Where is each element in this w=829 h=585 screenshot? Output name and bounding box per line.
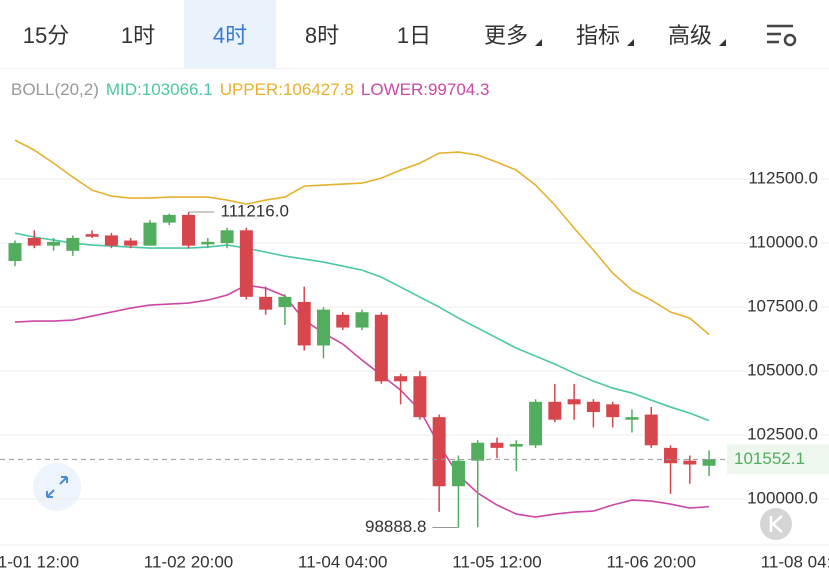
indicator-name: BOLL(20,2) (11, 80, 99, 99)
x-tick-label: 11-02 20:00 (144, 552, 233, 571)
candle-body (548, 401, 562, 420)
y-tick-label: 110000.0 (748, 233, 818, 252)
candle-body (606, 404, 620, 418)
tab[interactable]: 更多 (460, 0, 552, 68)
candle-body (182, 214, 196, 246)
candle-body (451, 460, 465, 487)
candle-body (220, 230, 234, 244)
candle-body (394, 376, 408, 382)
kline-button[interactable] (760, 508, 792, 540)
candle-body (162, 214, 176, 223)
candle-body (625, 417, 639, 420)
x-tick-label: 11-05 12:00 (452, 552, 541, 571)
y-tick-label: 112500.0 (748, 169, 818, 188)
x-tick-label: 11-04 04:00 (298, 552, 387, 571)
candle-body (471, 442, 485, 461)
candle-body (124, 240, 138, 246)
tab[interactable]: 高级 (644, 0, 736, 68)
tab[interactable]: 15分 (22, 23, 70, 48)
candle-body (316, 309, 330, 346)
candle-body (8, 243, 22, 262)
x-tick-label: 11-06 20:00 (606, 552, 695, 571)
candle-body (47, 241, 61, 246)
indicator-legend: BOLL(20,2) MID:103066.1 UPPER:106427.8 LOWE… (11, 80, 489, 100)
candle-body (104, 235, 118, 246)
candle-body (27, 237, 41, 246)
candle-body (529, 401, 543, 446)
tab[interactable]: 4时 (184, 0, 276, 68)
tab[interactable]: 8时 (304, 23, 340, 48)
candle-body (567, 399, 581, 405)
candle-body (509, 444, 523, 447)
candle-body (259, 296, 273, 310)
legend-entry: UPPER:106427.8 (219, 80, 354, 99)
last-price-box (727, 444, 829, 475)
settings-icon[interactable] (767, 24, 797, 47)
y-tick-label: 102500.0 (747, 425, 818, 444)
candle-body (683, 460, 697, 465)
candle-body (664, 447, 678, 464)
candle-body (297, 301, 311, 346)
candle-body (432, 417, 446, 487)
candle-body (413, 376, 427, 418)
y-tick-label: 107500.0 (747, 297, 818, 316)
legend-entry: LOWER:99704.3 (360, 80, 490, 99)
candle-body (490, 442, 504, 448)
x-tick-label: 11-08 04:00 (761, 552, 829, 571)
tab[interactable]: 1时 (120, 23, 156, 48)
high-marker-label: 111216.0 (221, 201, 289, 220)
grid (0, 178, 829, 500)
tab-bar: 15分 1时 4时 8时 1日 更多 指标 高级 (0, 0, 829, 69)
low-marker-label: 98888.8 (365, 517, 426, 536)
candle-body (644, 414, 658, 446)
candle-body (85, 234, 99, 237)
candle-body (374, 314, 388, 382)
candle-body (702, 459, 716, 466)
candle-body (355, 312, 369, 328)
candle-body (586, 401, 600, 413)
candle-body (336, 314, 350, 328)
boll-line (14, 139, 710, 336)
expand-button[interactable] (33, 463, 81, 511)
tab[interactable]: 指标 (552, 0, 644, 68)
y-tick-label: 100000.0 (747, 489, 818, 508)
legend-entry: MID:103066.1 (105, 80, 213, 99)
candle-body (201, 241, 215, 245)
candle-body (278, 296, 292, 308)
candle-body (239, 230, 253, 297)
candle-body (66, 237, 80, 251)
boll-line (14, 284, 710, 518)
candle-body (143, 222, 157, 246)
x-tick-label: 11-01 12:00 (0, 552, 79, 571)
tab[interactable]: 1日 (396, 23, 432, 48)
y-tick-label: 105000.0 (747, 361, 818, 380)
last-price-label: 101552.1 (734, 449, 805, 468)
